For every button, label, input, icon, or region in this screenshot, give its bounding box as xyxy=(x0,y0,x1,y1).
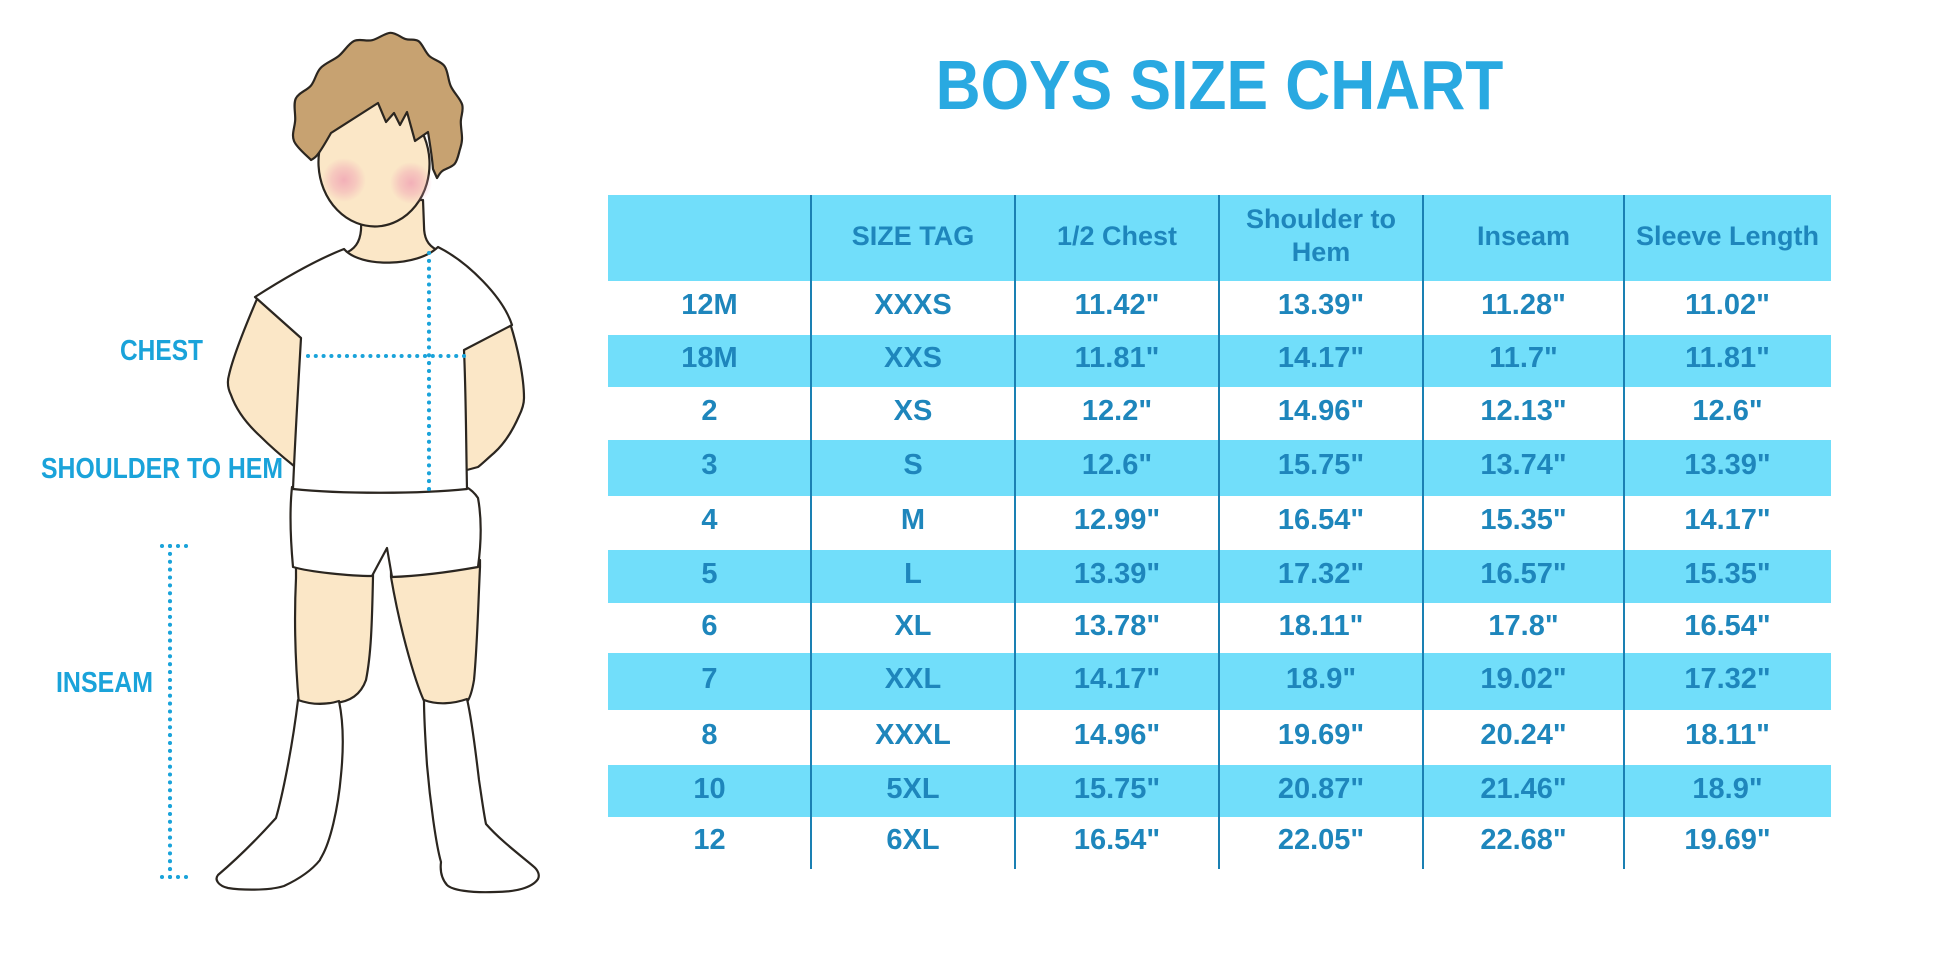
svg-text:CHEST: CHEST xyxy=(120,335,203,367)
svg-text:INSEAM: INSEAM xyxy=(56,667,153,699)
svg-text:SHOULDER TO HEM: SHOULDER TO HEM xyxy=(41,453,283,485)
